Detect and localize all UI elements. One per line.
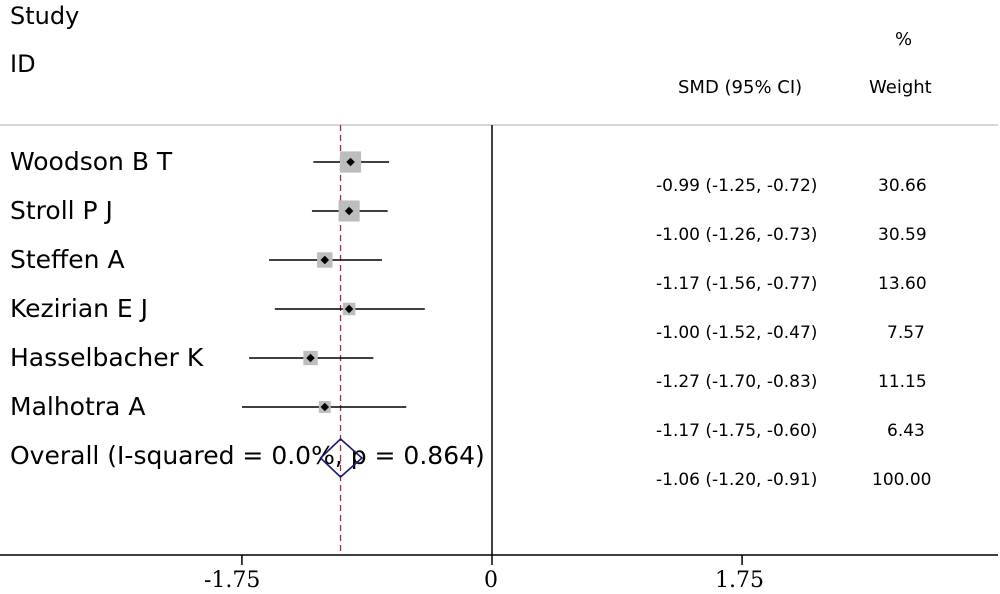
- study-label: Hasselbacher K: [10, 343, 204, 372]
- header-smd-label: SMD (95% CI): [678, 77, 803, 98]
- weight-value: 30.59: [878, 225, 927, 245]
- smd-ci-value: -1.00 (-1.26, -0.73): [656, 225, 818, 245]
- weight-value: 6.43: [887, 421, 925, 441]
- x-tick-label: 0: [484, 568, 498, 593]
- point-estimate-marker: [320, 402, 330, 412]
- point-estimate-marker: [320, 255, 330, 265]
- weight-value: 13.60: [878, 274, 927, 294]
- overall-weight-value: 100.00: [872, 470, 932, 490]
- smd-ci-value: -1.17 (-1.75, -0.60): [656, 421, 818, 441]
- x-tick-label: 1.75: [715, 568, 764, 593]
- smd-ci-value: -1.27 (-1.70, -0.83): [656, 372, 818, 392]
- x-tick-label: -1.75: [204, 568, 261, 593]
- point-estimate-marker: [346, 157, 355, 167]
- study-label: Stroll P J: [10, 196, 113, 225]
- weight-value: 30.66: [878, 176, 927, 196]
- point-estimate-marker: [344, 206, 354, 216]
- weight-value: 11.15: [878, 372, 927, 392]
- point-estimate-marker: [306, 353, 315, 363]
- study-label: Steffen A: [10, 245, 125, 274]
- study-label: Malhotra A: [10, 392, 146, 421]
- overall-smd-value: -1.06 (-1.20, -0.91): [656, 470, 818, 490]
- header-percent-label: %: [895, 29, 913, 50]
- point-estimate-marker: [344, 304, 354, 314]
- smd-ci-value: -0.99 (-1.25, -0.72): [656, 176, 818, 196]
- study-label: Woodson B T: [10, 147, 173, 176]
- smd-ci-value: -1.17 (-1.56, -0.77): [656, 274, 818, 294]
- header-id-label: ID: [10, 50, 36, 78]
- weight-value: 7.57: [887, 323, 925, 343]
- header-weight-label: Weight: [869, 77, 932, 98]
- overall-label: Overall (I-squared = 0.0%, p = 0.864): [10, 441, 485, 470]
- study-label: Kezirian E J: [10, 294, 149, 323]
- overall-diamond: [319, 437, 364, 479]
- header-study-label: Study: [10, 2, 80, 30]
- smd-ci-value: -1.00 (-1.52, -0.47): [656, 323, 818, 343]
